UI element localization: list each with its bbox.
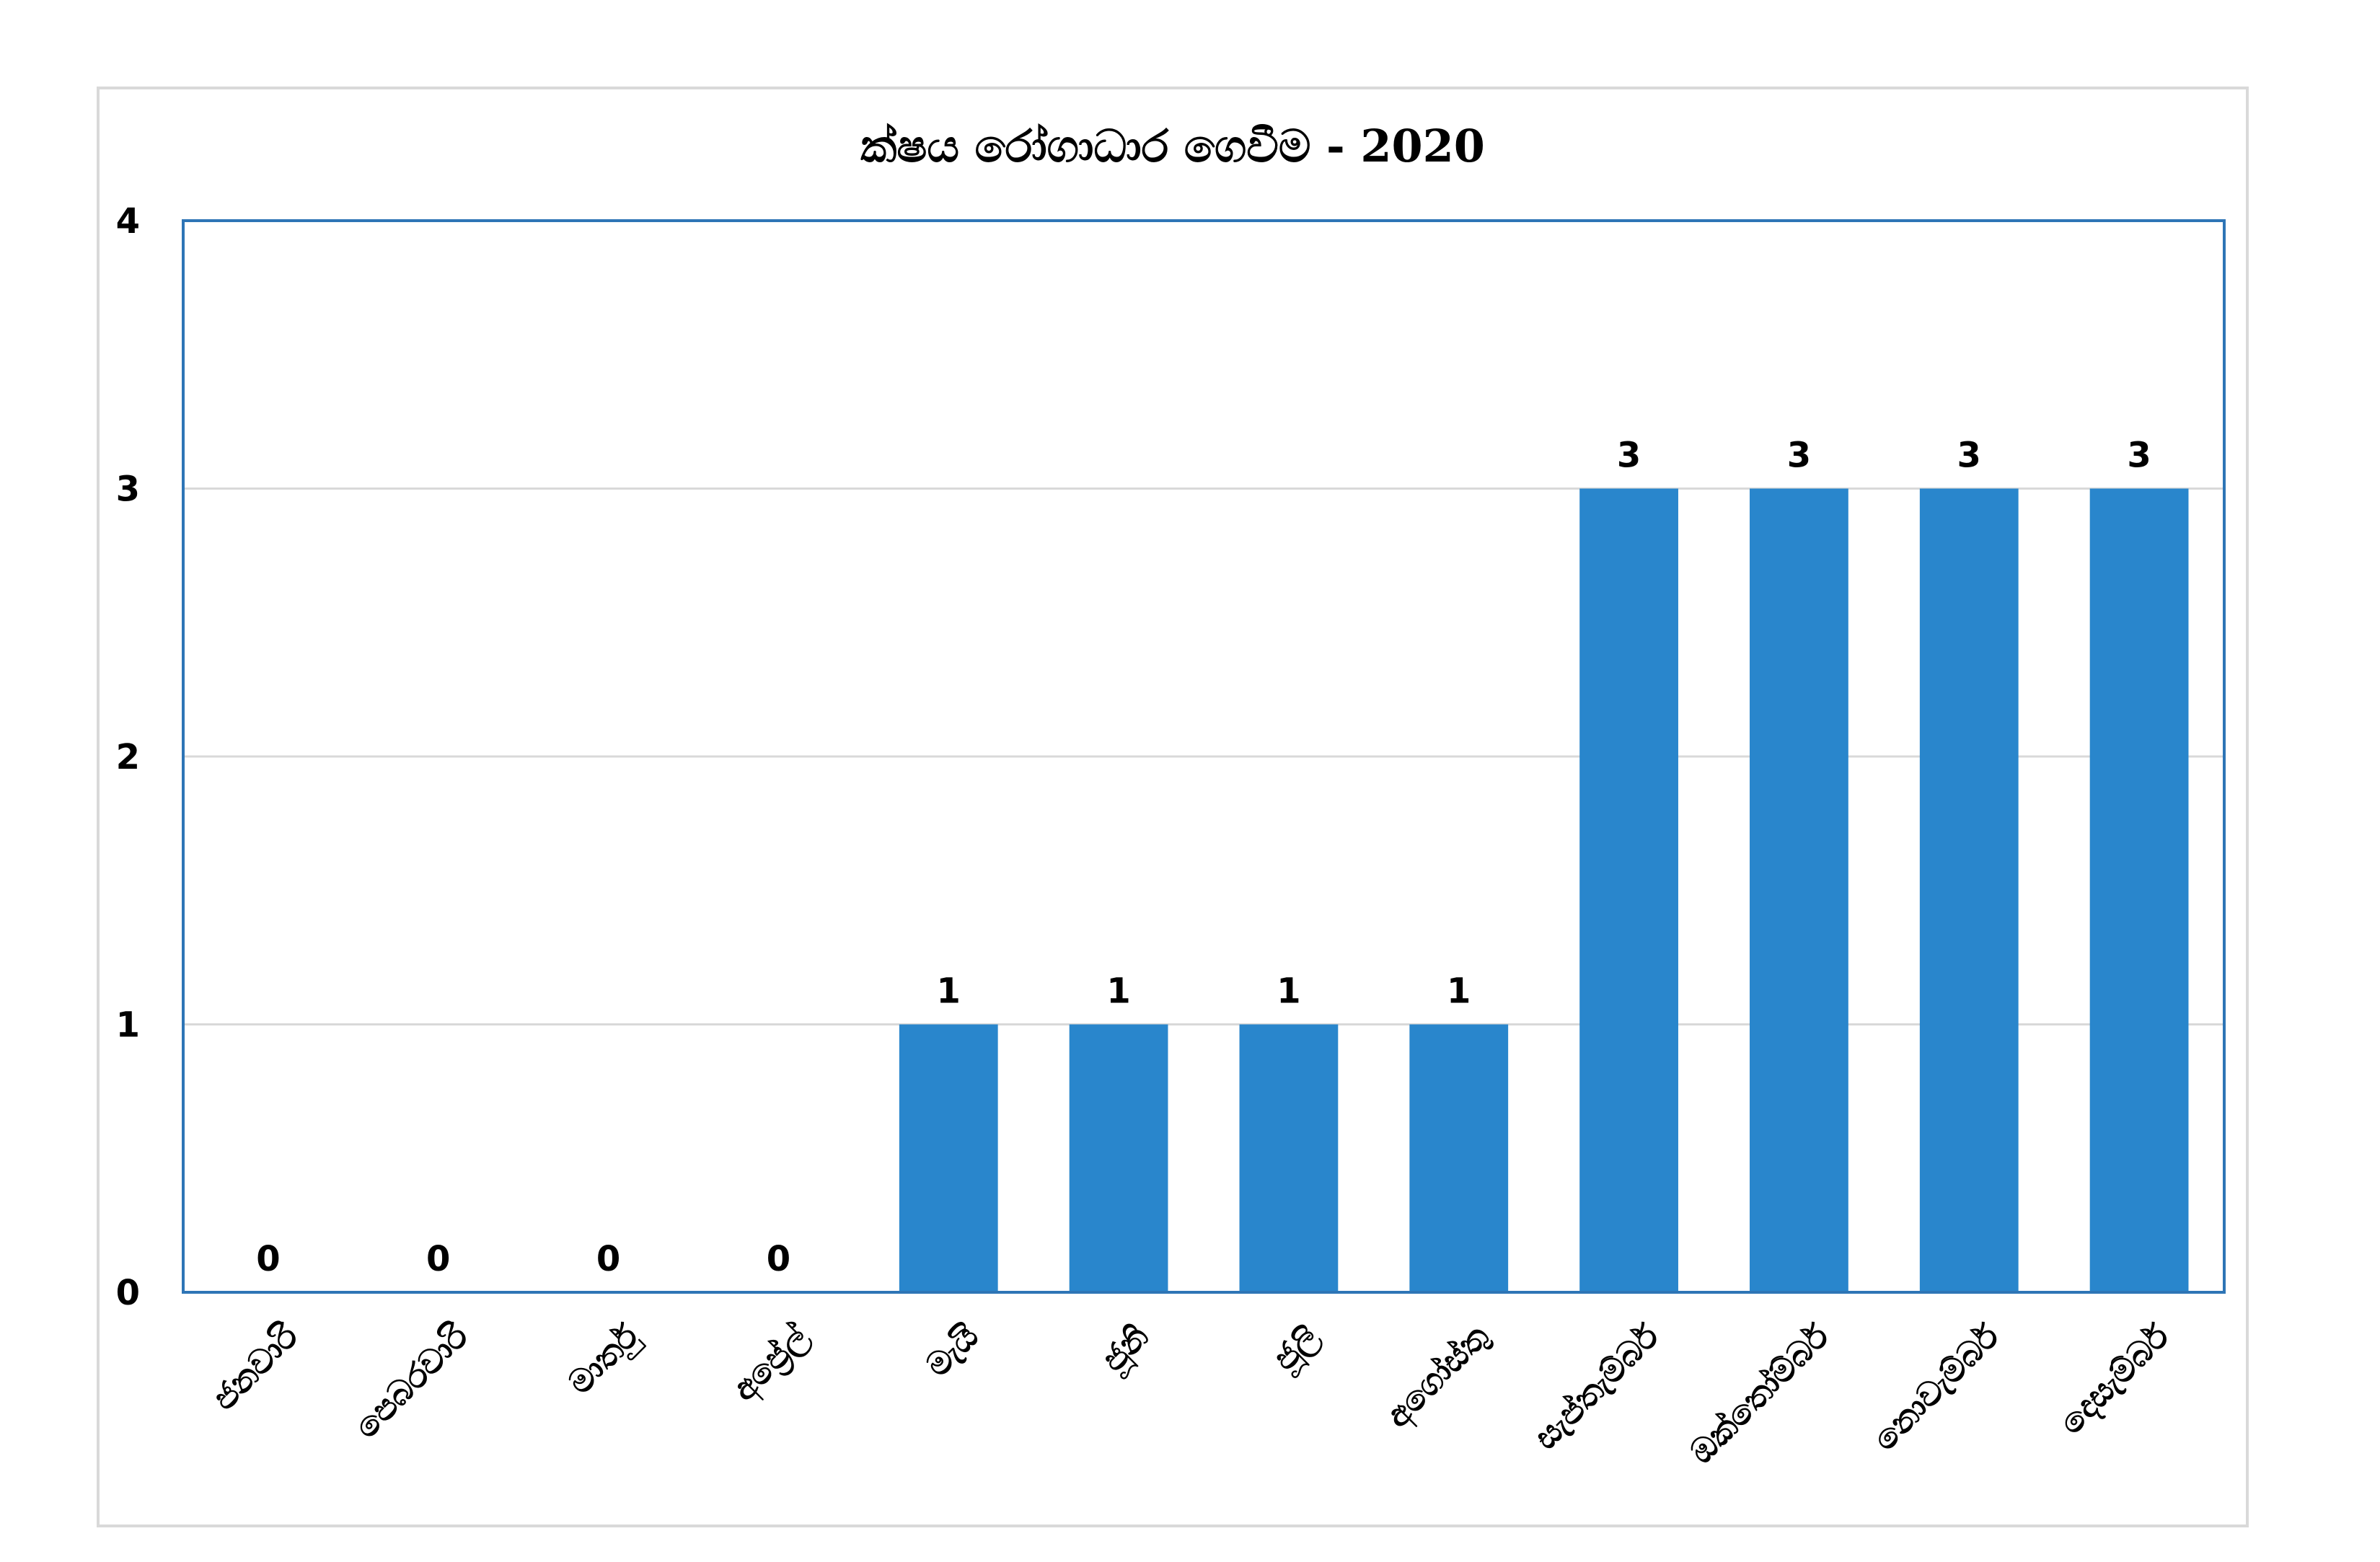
x-category-label: සැප්තැම්බර්: [1526, 1316, 1667, 1457]
bar: [1239, 1024, 1339, 1292]
bar: [1919, 488, 2019, 1292]
y-tick-label: 4: [116, 201, 140, 242]
data-label: 3: [1617, 436, 1641, 476]
chart-frame: ක්ෂය රෝගාධාර ගෙවීම - 2020 0 1 2 3 4 0 0 0 0 1 1 1 1…: [97, 87, 2249, 1527]
data-label: 1: [1106, 971, 1130, 1012]
x-category-label: මැයි: [918, 1317, 986, 1385]
plot-area-border: [182, 219, 2226, 1294]
x-category-label: අගෝස්තු: [1378, 1316, 1498, 1437]
data-label: 1: [1447, 971, 1471, 1012]
data-label: 3: [1957, 436, 1981, 476]
data-label: 0: [256, 1239, 280, 1279]
bar: [1409, 1024, 1509, 1292]
x-category-label: ජනවාරි: [204, 1316, 306, 1418]
bar: [1750, 488, 1848, 1292]
data-label: 0: [767, 1239, 790, 1279]
x-category-label: ඔක්තෝම්බර්: [1682, 1316, 1837, 1471]
data-labels: 0 0 0 0 1 1 1 1 3 3 3 3: [256, 436, 2151, 1280]
x-category-label: ජූලි: [1265, 1317, 1329, 1381]
data-label: 0: [426, 1239, 450, 1279]
y-tick-label: 2: [116, 737, 140, 777]
y-axis-ticks: 0 1 2 3 4: [116, 201, 140, 1313]
x-category-label: පෙබරවාරි: [347, 1316, 477, 1446]
bar: [899, 1024, 998, 1292]
bar: [2089, 488, 2189, 1292]
y-tick-label: 3: [116, 469, 140, 510]
bar: [1579, 488, 1678, 1292]
x-category-label: දෙසැම්බර්: [2051, 1316, 2179, 1444]
bar: [1069, 1024, 1168, 1292]
data-label: 3: [1787, 436, 1811, 476]
gridlines: [183, 487, 2224, 1025]
y-tick-label: 1: [116, 1005, 140, 1046]
data-label: 0: [596, 1239, 620, 1279]
x-category-label: මාර්තු: [560, 1316, 648, 1403]
x-category-label: නොවැම්බර්: [1865, 1316, 2007, 1458]
x-category-label: ජූනි: [1093, 1317, 1158, 1382]
bars: [899, 488, 2189, 1292]
bar-chart: ක්ෂය රෝගාධාර ගෙවීම - 2020 0 1 2 3 4 0 0 0 0 1 1 1 1…: [116, 120, 2226, 1471]
chart-title: ක්ෂය රෝගාධාර ගෙවීම - 2020: [860, 120, 1485, 172]
data-label: 3: [2127, 436, 2151, 476]
x-category-label: අප්‍රේල්: [724, 1316, 819, 1411]
data-label: 1: [937, 971, 961, 1012]
y-tick-label: 0: [116, 1273, 140, 1313]
data-label: 1: [1277, 971, 1300, 1012]
x-axis-categories: ජනවාරි පෙබරවාරි මාර්තු අප්‍රේල් මැයි ජූනි ජූලි…: [204, 1316, 2179, 1471]
